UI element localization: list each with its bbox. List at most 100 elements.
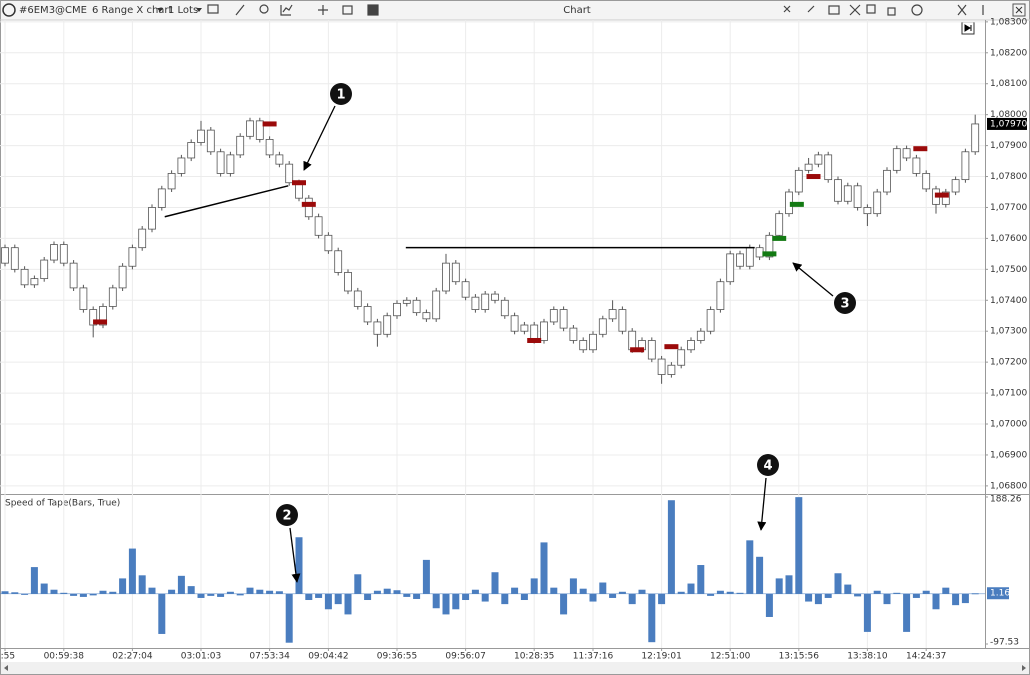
bar bbox=[530, 578, 538, 594]
candle-body bbox=[236, 135, 245, 156]
bar bbox=[726, 591, 734, 594]
candle-body bbox=[726, 253, 735, 283]
bar bbox=[716, 590, 724, 594]
bar bbox=[599, 582, 607, 594]
candle-body bbox=[432, 290, 441, 320]
y-tick-label: 1,07900 bbox=[990, 141, 1027, 151]
candle-body bbox=[20, 268, 29, 286]
x-tick-label: 09:56:07 bbox=[445, 652, 485, 662]
order-marker bbox=[934, 192, 949, 198]
bar bbox=[971, 593, 979, 595]
bar bbox=[775, 578, 783, 594]
app-icon[interactable] bbox=[2, 3, 16, 17]
candle-body bbox=[344, 272, 352, 292]
bar bbox=[373, 590, 381, 594]
bar bbox=[236, 593, 244, 596]
candle-body bbox=[40, 259, 49, 280]
y-tick-label: 1,06800 bbox=[990, 481, 1027, 491]
candle-body bbox=[549, 309, 558, 323]
candle-body bbox=[471, 296, 480, 310]
bar bbox=[354, 574, 362, 594]
bar bbox=[217, 593, 225, 597]
bar bbox=[609, 593, 617, 598]
bar bbox=[697, 565, 705, 594]
bar bbox=[128, 548, 136, 594]
bar bbox=[952, 593, 960, 606]
annotation-badge bbox=[330, 83, 352, 105]
bar bbox=[628, 593, 636, 605]
candle-body bbox=[59, 244, 68, 264]
bar bbox=[324, 593, 332, 610]
bar bbox=[942, 587, 950, 594]
x-tick-label: 07:53:34 bbox=[249, 652, 290, 662]
annotation-arrow bbox=[303, 105, 336, 171]
y-tick-label: 1,07500 bbox=[990, 265, 1027, 275]
candle-body bbox=[451, 262, 460, 283]
bar bbox=[618, 591, 626, 594]
candle-body bbox=[314, 216, 323, 236]
bar bbox=[295, 537, 303, 594]
candle-body bbox=[677, 349, 686, 366]
chart-type[interactable]: 6 Range X chart bbox=[92, 5, 173, 16]
candle-body bbox=[559, 309, 568, 329]
scrollbar[interactable] bbox=[1, 662, 1029, 674]
candle-body bbox=[736, 253, 744, 267]
bar bbox=[746, 540, 754, 594]
bar bbox=[187, 586, 195, 594]
annotation-number: 1 bbox=[336, 88, 345, 103]
candle-body bbox=[667, 364, 676, 375]
candle-body bbox=[716, 281, 725, 310]
x-tick-label: 03:01:03 bbox=[181, 652, 221, 662]
bar bbox=[579, 588, 587, 594]
candle-body bbox=[128, 247, 137, 267]
window-title: Chart bbox=[563, 5, 591, 16]
x-tick-label: 10:28:35 bbox=[514, 652, 554, 662]
x-tick-label: 2:55 bbox=[0, 652, 15, 662]
annotation-number: 2 bbox=[282, 509, 291, 524]
bar bbox=[315, 593, 323, 598]
candle-body bbox=[148, 207, 156, 230]
lots[interactable]: 1 Lots bbox=[168, 5, 198, 16]
bar bbox=[383, 588, 391, 594]
candle-body bbox=[804, 163, 813, 171]
bar bbox=[119, 578, 127, 594]
symbol[interactable]: #6EM3@CME bbox=[19, 5, 87, 16]
bar bbox=[266, 590, 274, 594]
candle-body bbox=[824, 154, 833, 181]
bar bbox=[687, 583, 695, 594]
order-marker bbox=[762, 251, 777, 257]
candle-body bbox=[304, 197, 313, 218]
bar bbox=[707, 593, 715, 596]
candle-body bbox=[30, 278, 39, 286]
y-tick-label: 1,07300 bbox=[990, 327, 1027, 337]
bar bbox=[334, 593, 342, 605]
close-button[interactable] bbox=[1012, 3, 1026, 17]
candle-body bbox=[540, 321, 548, 341]
candle-body bbox=[481, 293, 490, 310]
annotation-number: 4 bbox=[763, 459, 772, 474]
bar bbox=[922, 590, 930, 594]
candle-body bbox=[941, 191, 950, 205]
candle-body bbox=[608, 309, 617, 320]
candle-body bbox=[579, 340, 588, 351]
bar bbox=[491, 572, 499, 594]
candle-body bbox=[853, 185, 862, 208]
order-marker bbox=[630, 347, 645, 353]
order-marker bbox=[301, 201, 316, 207]
bar bbox=[70, 593, 78, 596]
candle-body bbox=[912, 157, 921, 174]
dropdown-arrow bbox=[157, 8, 163, 12]
toolbar-icons[interactable] bbox=[207, 4, 984, 16]
bar bbox=[30, 567, 38, 594]
y-tick-label: 1,06900 bbox=[990, 450, 1027, 460]
bar bbox=[863, 593, 871, 632]
candle-body bbox=[902, 148, 911, 159]
candle-body bbox=[951, 179, 960, 193]
bar bbox=[520, 593, 528, 601]
candle-body bbox=[765, 234, 774, 258]
order-marker bbox=[789, 201, 804, 207]
bar bbox=[667, 500, 675, 594]
bar bbox=[834, 573, 842, 594]
drawn-line bbox=[164, 185, 289, 218]
bar bbox=[795, 497, 803, 594]
